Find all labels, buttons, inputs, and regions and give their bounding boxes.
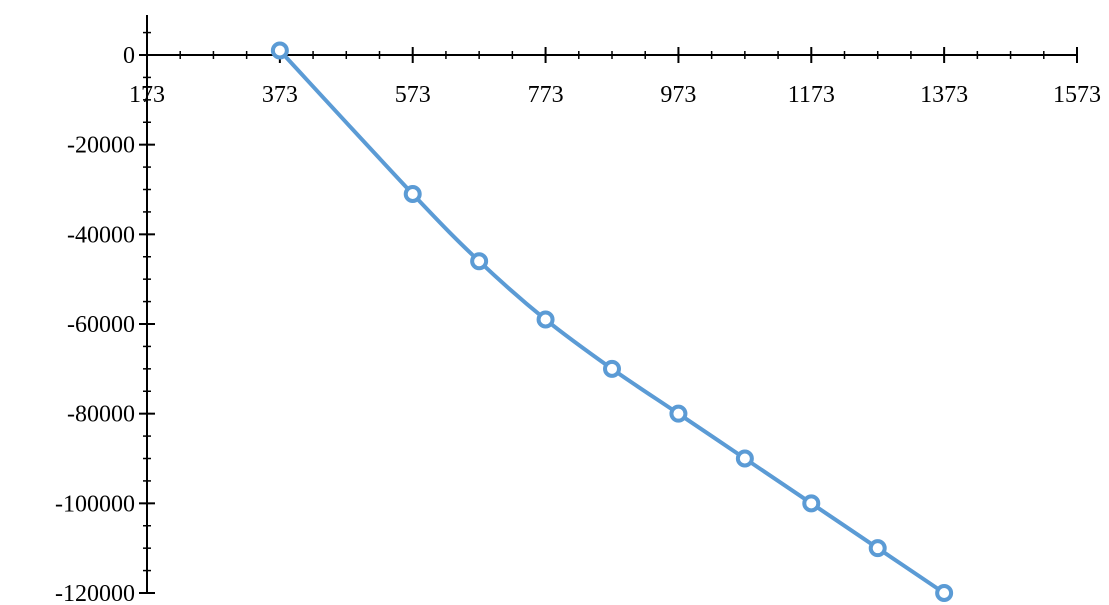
- y-tick-label: -100000: [55, 491, 135, 517]
- x-tick-label: 173: [129, 82, 165, 108]
- data-point: [802, 494, 821, 513]
- data-point: [868, 539, 887, 558]
- y-tick-label: -80000: [67, 402, 135, 428]
- series-line: [277, 48, 947, 595]
- y-tick-label: 0: [123, 43, 135, 69]
- data-point: [270, 41, 289, 60]
- x-tick-label: 1173: [788, 82, 835, 108]
- data-point: [536, 310, 555, 329]
- x-axis-ticks: 173 373 573 773 973 1173 1373 1573: [129, 47, 1101, 108]
- x-tick-label: 973: [660, 82, 696, 108]
- x-tick-label: 1573: [1053, 82, 1101, 108]
- x-tick-label: 573: [395, 82, 431, 108]
- y-tick-label: -60000: [67, 312, 135, 338]
- data-point: [470, 252, 489, 271]
- y-tick-label: -120000: [55, 581, 135, 605]
- x-tick-label: 373: [262, 82, 298, 108]
- y-tick-label: -40000: [67, 222, 135, 248]
- y-tick-label: -20000: [67, 133, 135, 159]
- series-group: [270, 41, 954, 602]
- data-point: [669, 404, 688, 423]
- x-tick-label: 773: [528, 82, 564, 108]
- data-point: [935, 584, 954, 602]
- data-point: [603, 359, 621, 378]
- y-axis-ticks: 0 -20000 -40000 -60000 -80000 -100000 -120000: [55, 31, 155, 605]
- x-tick-label: 1373: [920, 82, 968, 108]
- data-point: [403, 184, 422, 203]
- data-point: [735, 449, 754, 468]
